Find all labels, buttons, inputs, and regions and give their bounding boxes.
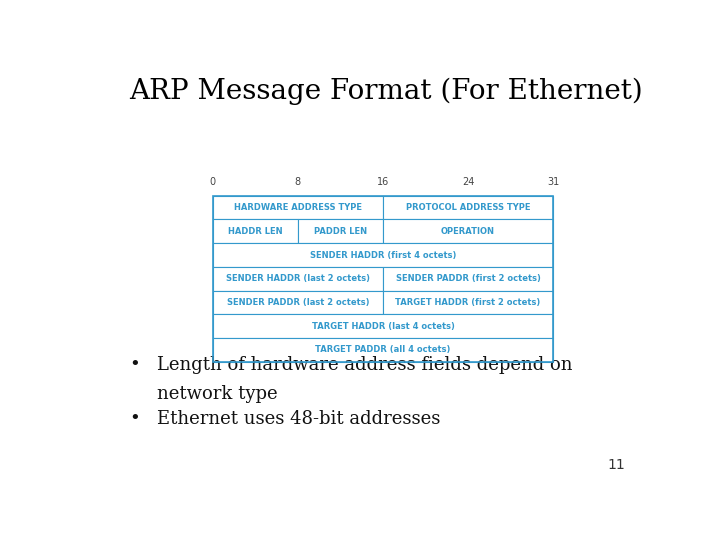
Bar [213,338,553,362]
Bar [213,196,383,219]
Text: network type: network type [157,385,278,403]
Bar [383,291,553,314]
Text: PROTOCOL ADDRESS TYPE: PROTOCOL ADDRESS TYPE [406,203,531,212]
Text: ARP Message Format (For Ethernet): ARP Message Format (For Ethernet) [129,77,643,105]
Bar [298,219,383,243]
Text: SENDER PADDR (last 2 octets): SENDER PADDR (last 2 octets) [227,298,369,307]
Bar [213,243,553,267]
Bar [213,267,383,291]
Text: SENDER PADDR (first 2 octets): SENDER PADDR (first 2 octets) [395,274,541,283]
Bar [213,196,553,362]
Text: Length of hardware address fields depend on: Length of hardware address fields depend… [157,356,572,374]
Text: SENDER HADDR (first 4 octets): SENDER HADDR (first 4 octets) [310,251,456,260]
Bar [383,196,553,219]
Text: HARDWARE ADDRESS TYPE: HARDWARE ADDRESS TYPE [234,203,362,212]
Text: 0: 0 [210,177,216,187]
Text: TARGET HADDR (first 2 octets): TARGET HADDR (first 2 octets) [395,298,541,307]
Text: 11: 11 [608,458,626,472]
Text: TARGET PADDR (all 4 octets): TARGET PADDR (all 4 octets) [315,346,451,354]
Text: HADDR LEN: HADDR LEN [228,227,283,236]
Text: 8: 8 [294,177,301,187]
Text: 16: 16 [377,177,389,187]
Bar [383,267,553,291]
Bar [213,219,298,243]
Text: Ethernet uses 48-bit addresses: Ethernet uses 48-bit addresses [157,410,441,428]
Text: TARGET HADDR (last 4 octets): TARGET HADDR (last 4 octets) [312,322,454,330]
Text: SENDER HADDR (last 2 octets): SENDER HADDR (last 2 octets) [226,274,370,283]
Text: 24: 24 [462,177,474,187]
Bar [213,314,553,338]
Text: PADDR LEN: PADDR LEN [314,227,367,236]
Bar [213,291,383,314]
Bar [383,219,553,243]
Text: •: • [129,410,140,428]
Text: OPERATION: OPERATION [441,227,495,236]
Text: •: • [129,356,140,374]
Text: 31: 31 [547,177,559,187]
